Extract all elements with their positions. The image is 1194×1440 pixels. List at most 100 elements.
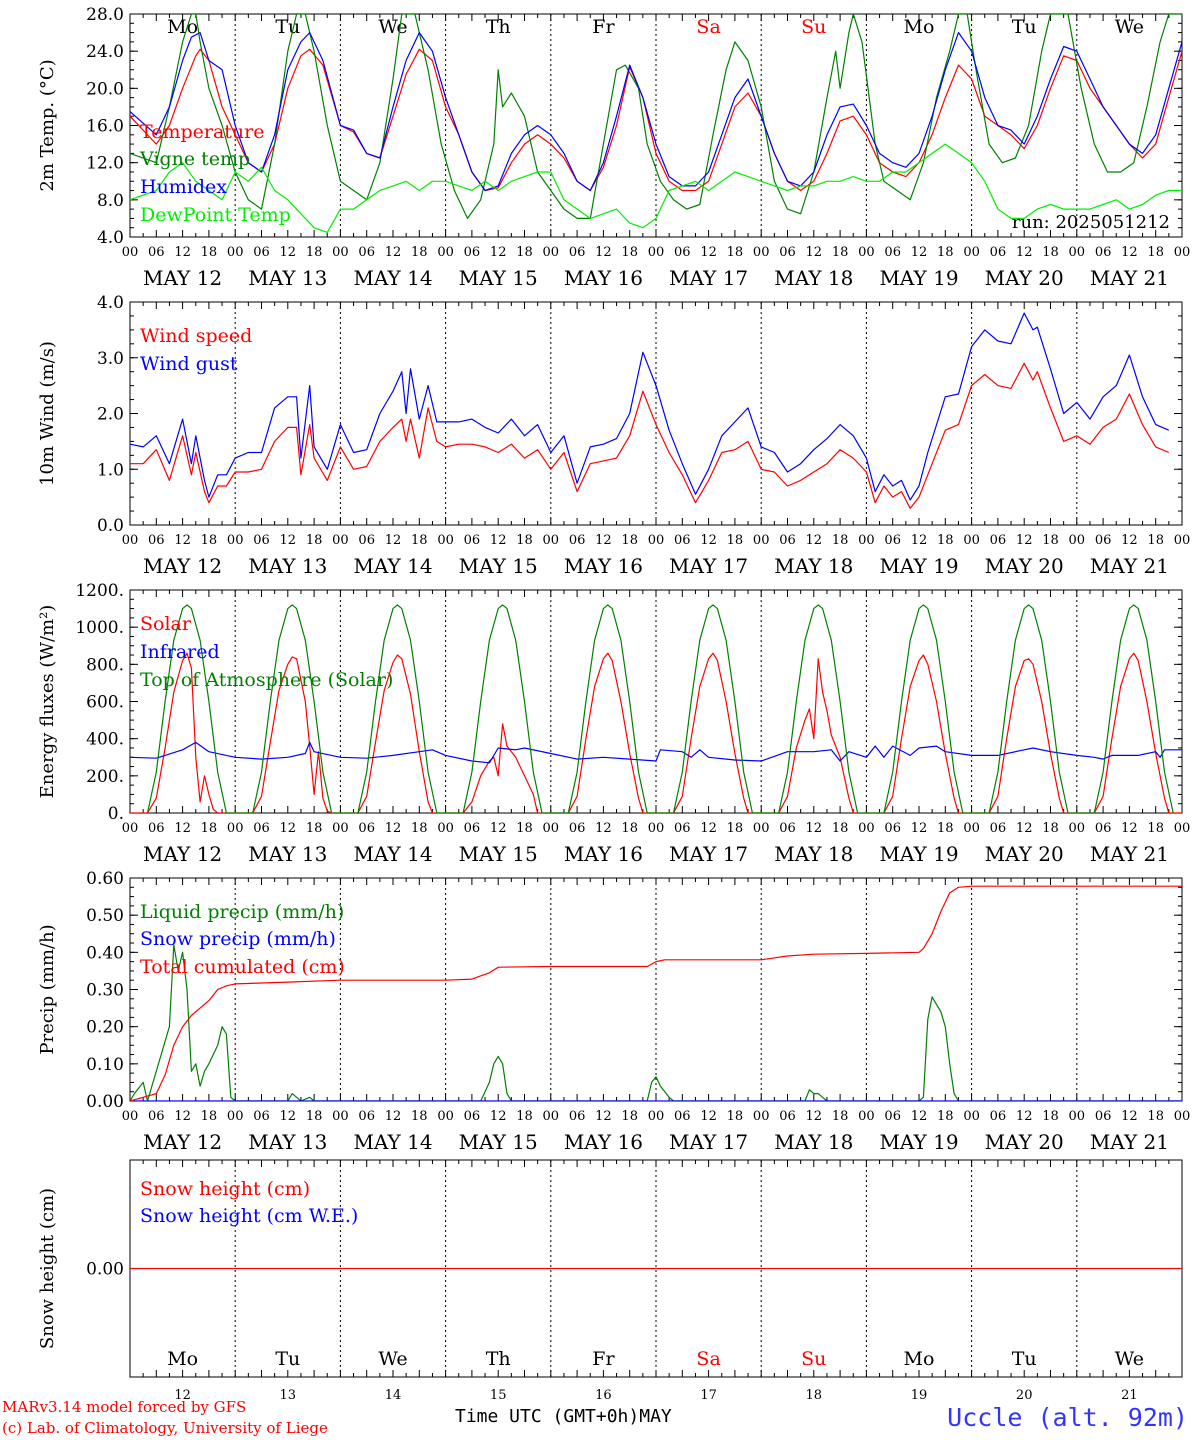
day-name: Mo xyxy=(904,16,935,38)
day-number: 13 xyxy=(280,1388,297,1403)
hour-label: 12 xyxy=(1016,533,1033,548)
hour-label: 06 xyxy=(148,245,165,260)
hour-label: 18 xyxy=(727,533,744,548)
y-tick-label: 0.40 xyxy=(86,943,124,963)
series-group xyxy=(130,14,1182,233)
date-label: MAY 18 xyxy=(774,842,853,866)
date-label: MAY 12 xyxy=(143,266,222,290)
hour-label: 00 xyxy=(227,1109,244,1124)
hour-label: 12 xyxy=(911,245,928,260)
hour-label: 18 xyxy=(937,533,954,548)
series-line-total-cumulated-cm- xyxy=(130,885,1182,1101)
legend-entry: Infrared xyxy=(140,641,220,663)
date-label: MAY 20 xyxy=(985,554,1064,578)
hour-label: 18 xyxy=(306,821,323,836)
hour-label: 12 xyxy=(1121,1109,1138,1124)
hour-label: 18 xyxy=(411,533,428,548)
date-label: MAY 18 xyxy=(774,1130,853,1154)
hour-label: 06 xyxy=(253,533,270,548)
y-tick-label: 0.30 xyxy=(86,981,124,1001)
hour-label: 06 xyxy=(148,533,165,548)
hour-label: 00 xyxy=(543,245,560,260)
hour-label: 06 xyxy=(569,821,586,836)
hour-label: 06 xyxy=(990,245,1007,260)
hour-label: 06 xyxy=(569,1109,586,1124)
hour-label: 12 xyxy=(911,1109,928,1124)
y-tick-label: 28.0 xyxy=(86,5,124,25)
hour-label: 06 xyxy=(253,1109,270,1124)
y-tick-label: 16.0 xyxy=(86,117,124,137)
hour-label: 00 xyxy=(332,245,349,260)
hour-label: 06 xyxy=(779,1109,796,1124)
hour-label: 00 xyxy=(122,245,139,260)
hour-label: 18 xyxy=(411,245,428,260)
legend-entry: Humidex xyxy=(140,176,227,198)
hour-label: 12 xyxy=(490,821,507,836)
hour-label: 18 xyxy=(832,533,849,548)
hour-label: 06 xyxy=(884,245,901,260)
legend-entry: Solar xyxy=(140,613,192,635)
day-number: 17 xyxy=(700,1388,717,1403)
series-line-solar xyxy=(130,652,1182,813)
hour-label: 12 xyxy=(174,245,191,260)
y-tick-label: 200. xyxy=(86,767,124,787)
hour-label: 12 xyxy=(174,1109,191,1124)
hour-label: 06 xyxy=(1095,533,1112,548)
series-line-vigne-temp xyxy=(130,14,1182,219)
legend-entry: Total cumulated (cm) xyxy=(140,956,345,978)
y-tick-label: 4.0 xyxy=(97,293,124,313)
hour-label: 18 xyxy=(411,1109,428,1124)
hour-label: 06 xyxy=(464,821,481,836)
day-number: 21 xyxy=(1121,1388,1138,1403)
date-label: MAY 16 xyxy=(564,1130,643,1154)
series-line-liquid-precip-mm-h- xyxy=(130,944,1182,1101)
hour-label: 06 xyxy=(1095,821,1112,836)
date-label: MAY 14 xyxy=(353,554,432,578)
date-label: MAY 17 xyxy=(669,554,748,578)
date-label: MAY 16 xyxy=(564,554,643,578)
day-name: Tu xyxy=(1012,1348,1037,1370)
date-label: MAY 18 xyxy=(774,554,853,578)
day-number: 20 xyxy=(1016,1388,1033,1403)
hour-label: 12 xyxy=(280,533,297,548)
date-label: MAY 13 xyxy=(248,842,327,866)
y-axis-label: 2m Temp. (°C) xyxy=(37,59,58,191)
hour-label: 18 xyxy=(1147,533,1164,548)
series-group xyxy=(130,604,1182,813)
hour-label: 06 xyxy=(674,1109,691,1124)
x-axis-month: MAY xyxy=(639,1406,672,1427)
hour-label: 18 xyxy=(201,245,218,260)
y-tick-label: 24.0 xyxy=(86,42,124,62)
hour-label: 18 xyxy=(832,245,849,260)
day-name: Tu xyxy=(275,1348,300,1370)
hour-label: 00 xyxy=(858,245,875,260)
hour-label: 06 xyxy=(358,821,375,836)
hour-label: 12 xyxy=(700,533,717,548)
date-label: MAY 16 xyxy=(564,266,643,290)
hour-label: 18 xyxy=(1042,245,1059,260)
hour-label: 00 xyxy=(1069,821,1086,836)
hour-label: 06 xyxy=(990,821,1007,836)
day-name: Tu xyxy=(275,16,300,38)
date-label: MAY 21 xyxy=(1090,842,1169,866)
hour-label: 00 xyxy=(648,245,665,260)
hour-label: 06 xyxy=(674,245,691,260)
hour-label: 00 xyxy=(963,821,980,836)
hour-label: 06 xyxy=(674,533,691,548)
day-number: 19 xyxy=(911,1388,928,1403)
day-name: Mo xyxy=(904,1348,935,1370)
hour-label: 06 xyxy=(1095,245,1112,260)
hour-label: 12 xyxy=(1016,821,1033,836)
day-name: We xyxy=(378,16,407,38)
date-label: MAY 17 xyxy=(669,842,748,866)
hour-label: 12 xyxy=(595,821,612,836)
date-label: MAY 17 xyxy=(669,266,748,290)
hour-label: 12 xyxy=(280,1109,297,1124)
hour-label: 12 xyxy=(385,1109,402,1124)
series-line-infrared xyxy=(130,741,1182,764)
hour-label: 18 xyxy=(1042,1109,1059,1124)
x-axis-title-text: Time UTC (GMT+0h) xyxy=(455,1406,640,1427)
hour-label: 06 xyxy=(464,533,481,548)
date-label: MAY 19 xyxy=(879,266,958,290)
